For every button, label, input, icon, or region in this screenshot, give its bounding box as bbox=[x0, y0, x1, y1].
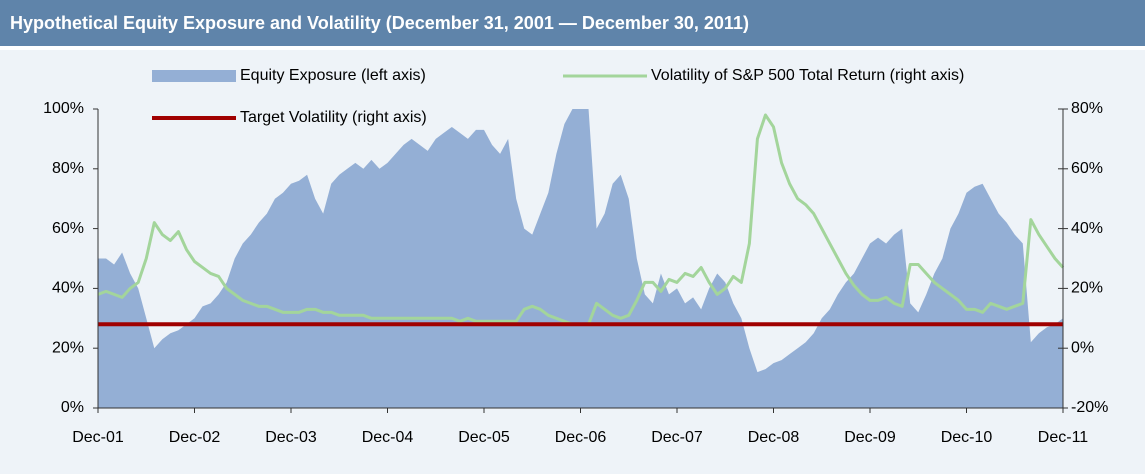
y2-tick-label: -20% bbox=[1071, 399, 1108, 416]
x-tick-label: Dec-02 bbox=[169, 429, 221, 446]
legend-label: Volatility of S&P 500 Total Return (righ… bbox=[651, 67, 964, 84]
x-tick-label: Dec-08 bbox=[748, 429, 800, 446]
x-tick-label: Dec-04 bbox=[362, 429, 414, 446]
x-tick-label: Dec-06 bbox=[555, 429, 607, 446]
y-tick-label: 20% bbox=[52, 339, 84, 356]
area bbox=[98, 109, 1063, 408]
header: Hypothetical Equity Exposure and Volatil… bbox=[0, 0, 1145, 46]
y-tick-label: 40% bbox=[52, 280, 84, 297]
y2-tick-label: 60% bbox=[1071, 160, 1103, 177]
x-tick-label: Dec-07 bbox=[651, 429, 703, 446]
x-tick-label: Dec-09 bbox=[844, 429, 896, 446]
legend-swatch bbox=[152, 70, 236, 82]
y2-tick-label: 0% bbox=[1071, 339, 1094, 356]
x-tick-label: Dec-05 bbox=[458, 429, 510, 446]
x-tick-label: Dec-03 bbox=[265, 429, 317, 446]
legend-label: Target Volatility (right axis) bbox=[240, 109, 427, 126]
legend-label: Equity Exposure (left axis) bbox=[240, 67, 426, 84]
x-tick-label: Dec-01 bbox=[72, 429, 124, 446]
x-tick-label: Dec-11 bbox=[1038, 429, 1088, 446]
y2-tick-label: 80% bbox=[1071, 100, 1103, 117]
chart-title: Hypothetical Equity Exposure and Volatil… bbox=[10, 13, 749, 33]
y-tick-label: 60% bbox=[52, 220, 84, 237]
y-tick-label: 80% bbox=[52, 160, 84, 177]
y2-tick-label: 20% bbox=[1071, 280, 1103, 297]
y-tick-label: 0% bbox=[61, 399, 84, 416]
y-tick-label: 100% bbox=[43, 100, 84, 117]
y2-tick-label: 40% bbox=[1071, 220, 1103, 237]
x-tick-label: Dec-10 bbox=[941, 429, 993, 446]
